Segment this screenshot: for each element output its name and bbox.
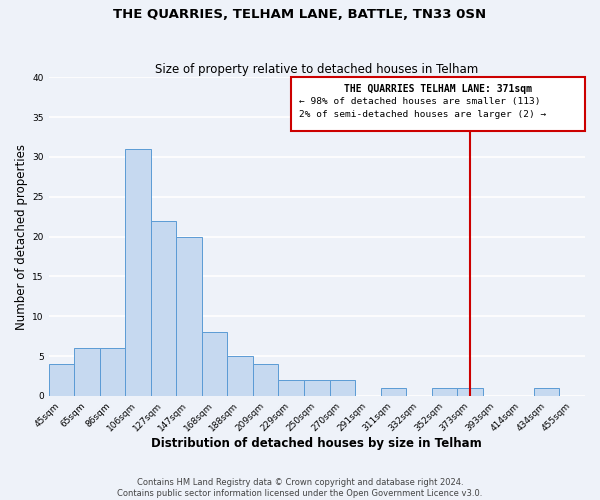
Text: THE QUARRIES TELHAM LANE: 371sqm: THE QUARRIES TELHAM LANE: 371sqm [344,84,532,94]
Bar [432,388,457,396]
Bar [329,380,355,396]
Bar [49,364,74,396]
X-axis label: Distribution of detached houses by size in Telham: Distribution of detached houses by size … [151,437,482,450]
Text: THE QUARRIES, TELHAM LANE, BATTLE, TN33 0SN: THE QUARRIES, TELHAM LANE, BATTLE, TN33 … [113,8,487,20]
Bar [125,149,151,396]
Bar [457,388,483,396]
Bar [74,348,100,396]
Title: Size of property relative to detached houses in Telham: Size of property relative to detached ho… [155,63,478,76]
Bar [100,348,125,396]
Bar [253,364,278,396]
Bar [227,356,253,396]
Bar [278,380,304,396]
Bar [151,220,176,396]
Text: ← 98% of detached houses are smaller (113): ← 98% of detached houses are smaller (11… [299,97,541,106]
FancyBboxPatch shape [291,77,585,132]
Bar [202,332,227,396]
Y-axis label: Number of detached properties: Number of detached properties [15,144,28,330]
Bar [304,380,329,396]
Text: 2% of semi-detached houses are larger (2) →: 2% of semi-detached houses are larger (2… [299,110,546,119]
Bar [380,388,406,396]
Bar [176,236,202,396]
Bar [534,388,559,396]
Text: Contains HM Land Registry data © Crown copyright and database right 2024.
Contai: Contains HM Land Registry data © Crown c… [118,478,482,498]
